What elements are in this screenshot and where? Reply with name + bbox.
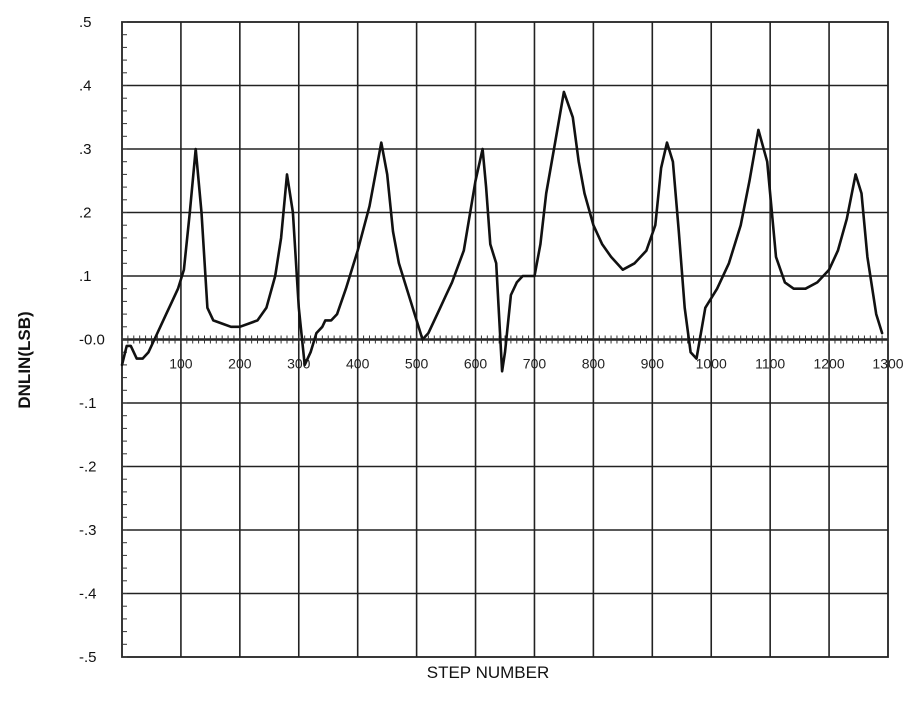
y-tick-label: .1	[79, 268, 92, 285]
x-axis-label: STEP NUMBER	[427, 663, 550, 682]
x-tick-label: 1300	[872, 356, 903, 372]
y-axis-label: DNLIN(LSB)	[15, 311, 34, 408]
x-tick-label: 400	[346, 356, 370, 372]
x-tick-labels: 100 200 300 400 500 600 700 800 900 1000 1100 1200 1…	[169, 356, 904, 372]
x-tick-label: 800	[582, 356, 606, 372]
x-tick-label: 700	[523, 356, 547, 372]
x-tick-label: 1000	[696, 356, 727, 372]
x-tick-label: 200	[228, 356, 252, 372]
y-tick-label: .4	[79, 78, 92, 95]
y-tick-label: .2	[79, 205, 92, 222]
x-tick-label: 600	[464, 356, 488, 372]
x-tick-label: 100	[169, 356, 193, 372]
y-tick-label: -.2	[79, 459, 97, 476]
x-tick-label: 1200	[813, 356, 844, 372]
y-tick-label: .3	[79, 141, 92, 158]
series-line	[120, 90, 884, 373]
x-tick-label: 900	[641, 356, 665, 372]
x-tick-label: 1100	[755, 356, 785, 372]
y-tick-label: -.3	[79, 522, 97, 539]
y-tick-label: -.1	[79, 395, 97, 412]
series-group	[120, 90, 884, 373]
x-tick-label: 500	[405, 356, 429, 372]
y-tick-labels: .5 .4 .3 .2 .1 -0.0 -.1 -.2 -.3 -.4 -.5	[79, 14, 105, 666]
grid	[121, 21, 889, 658]
y-tick-label: .5	[79, 14, 92, 31]
y-tick-label: -0.0	[79, 332, 105, 349]
y-tick-label: -.4	[79, 586, 97, 603]
y-tick-label: -.5	[79, 649, 97, 666]
